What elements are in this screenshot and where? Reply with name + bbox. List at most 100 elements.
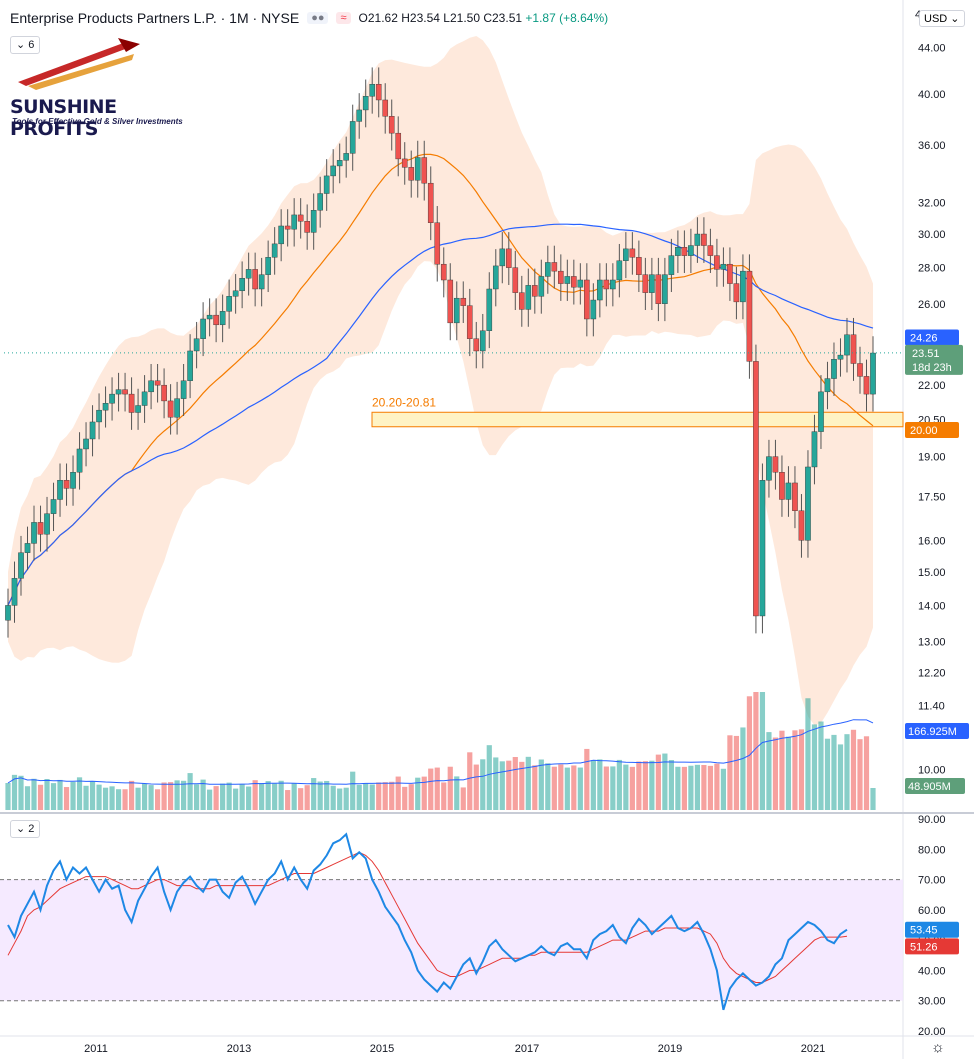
candle (590, 299, 597, 320)
volume-bar (805, 698, 811, 810)
candle (466, 305, 473, 339)
volume-bar (252, 780, 258, 810)
candle (870, 352, 876, 395)
volume-bar (337, 788, 343, 810)
price-tick-label: 14.00 (918, 600, 946, 612)
volume-bar (363, 783, 369, 810)
candle (245, 269, 252, 279)
candle (623, 248, 629, 261)
volume-bar (863, 736, 870, 810)
candle (401, 158, 408, 168)
data-delay-icon: ≈ (336, 12, 351, 24)
volume-bar (63, 787, 70, 810)
candle (772, 456, 779, 473)
volume-bar (597, 759, 603, 810)
candle (174, 398, 180, 418)
rsi-value-label-bg (905, 921, 959, 938)
volume-bar (24, 786, 31, 810)
price-tick-label: 40.00 (918, 89, 946, 101)
candle (323, 175, 330, 194)
volume-bar (636, 761, 642, 810)
price-tick-label: 4 (915, 9, 921, 21)
candle (571, 276, 577, 288)
candle (310, 210, 317, 233)
candle (336, 160, 343, 167)
volume-bar (272, 783, 278, 810)
candle (636, 257, 642, 275)
volume-bar (564, 767, 570, 810)
main-indicators-toggle[interactable]: ⌄ 6 (10, 36, 41, 54)
time-tick-label: 2021 (801, 1043, 825, 1055)
candle (538, 276, 545, 297)
volume-bar (870, 788, 876, 810)
volume-bar (720, 768, 727, 810)
symbol-title[interactable]: Enterprise Products Partners L.P. · 1M ·… (10, 10, 300, 26)
candle (753, 361, 759, 617)
candle (252, 269, 258, 290)
volume-bar (629, 766, 635, 810)
candle (642, 274, 649, 293)
price-tick-label: 11.40 (918, 701, 945, 713)
candle (291, 214, 297, 230)
candle (362, 96, 369, 111)
volume-bar (525, 756, 531, 810)
candle (24, 543, 31, 553)
volume-bar (89, 781, 96, 810)
price-tick-label: 15.00 (918, 567, 946, 579)
volume-bar (733, 735, 740, 810)
candle (31, 522, 37, 544)
volume-bar (102, 787, 109, 810)
candle (720, 263, 727, 270)
rsi-tick-label: 30.00 (918, 996, 946, 1008)
price-tick-label: 10.00 (918, 764, 946, 776)
rsi-indicators-toggle[interactable]: ⌄ 2 (10, 820, 41, 838)
ma50-price-label-bg (905, 329, 959, 346)
volume-bar (148, 785, 154, 810)
volume-bar (408, 784, 414, 810)
currency-selector[interactable]: USD ⌄ (919, 10, 965, 27)
volume-bar (811, 724, 818, 810)
volume-bar (174, 780, 180, 810)
candle (37, 522, 44, 535)
candle (330, 165, 336, 177)
candle (317, 193, 323, 211)
volume-bar (623, 764, 629, 810)
volume-bar (506, 760, 512, 810)
candle (115, 389, 122, 395)
market-status-icon: ●● (307, 12, 329, 24)
volume-bar (44, 779, 50, 810)
volume-bar (675, 766, 681, 810)
ma20-price-label: 20.00 (910, 425, 938, 437)
candle (564, 276, 571, 284)
volume-bar (746, 696, 753, 810)
candle (213, 314, 219, 326)
volume-bar (239, 784, 245, 810)
candle (50, 499, 57, 514)
candle (558, 270, 564, 284)
time-tick-label: 2017 (515, 1043, 539, 1055)
rsi-tick-label: 40.00 (918, 965, 946, 977)
candle (668, 255, 675, 275)
volume-bar (278, 780, 284, 810)
volume-bar (551, 766, 557, 810)
volume-bar (115, 789, 122, 810)
settings-gear-icon[interactable]: ☼ (931, 1039, 945, 1056)
high-value: H23.54 (401, 11, 440, 25)
candle (128, 393, 135, 413)
rsi-ma-value-label: 51.26 (910, 941, 938, 953)
volume-bar (187, 773, 193, 810)
price-tick-label: 12.20 (918, 667, 946, 679)
volume-bar (343, 787, 349, 810)
candle (89, 421, 96, 440)
time-tick-label: 2011 (84, 1043, 108, 1055)
candle (226, 296, 232, 312)
volume-bar (818, 721, 824, 810)
candle (395, 132, 402, 160)
volume-bar (298, 788, 304, 810)
volume-bar (785, 736, 792, 810)
volume-bar (707, 765, 714, 810)
price-tick-label: 44.00 (918, 42, 946, 54)
candle (479, 330, 486, 352)
rsi-value-label: 53.45 (910, 925, 938, 937)
